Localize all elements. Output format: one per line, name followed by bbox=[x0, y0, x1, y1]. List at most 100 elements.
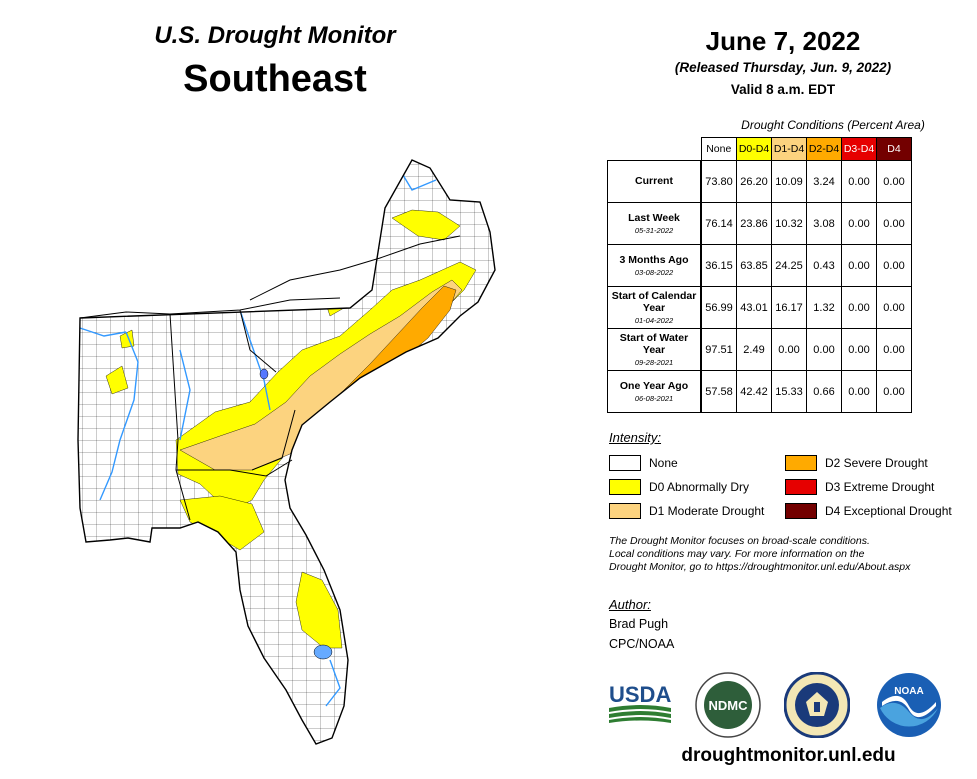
map-date: June 7, 2022 bbox=[705, 26, 861, 56]
cell: 15.33 bbox=[771, 370, 807, 413]
row-label: Start of Calendar Year 01-04-2022 bbox=[607, 286, 702, 329]
cell: 16.17 bbox=[771, 286, 807, 329]
table-row: 3 Months Ago 03-08-2022 36.15 63.85 24.25… bbox=[607, 244, 912, 287]
cell: 10.32 bbox=[771, 202, 807, 245]
cell: 2.49 bbox=[736, 328, 772, 371]
legend-label: D0 Abnormally Dry bbox=[649, 480, 750, 494]
col-d4: D4 bbox=[876, 137, 912, 161]
cell: 0.43 bbox=[806, 244, 842, 287]
d0-region-al bbox=[105, 365, 129, 395]
lake-lanier bbox=[259, 368, 269, 380]
author-label: Author: bbox=[609, 597, 651, 612]
table-row: Current 73.80 26.20 10.09 3.24 0.00 0.00 bbox=[607, 160, 912, 203]
d0-region-va bbox=[391, 209, 461, 241]
cell: 0.00 bbox=[841, 160, 877, 203]
cell: 0.00 bbox=[841, 286, 877, 329]
row-label: Start of Water Year 09-28-2021 bbox=[607, 328, 702, 371]
legend-item-none: None bbox=[609, 455, 678, 471]
col-d3-d4: D3-D4 bbox=[841, 137, 877, 161]
cell: 0.00 bbox=[876, 244, 912, 287]
col-d0-d4: D0-D4 bbox=[736, 137, 772, 161]
cell: 23.86 bbox=[736, 202, 772, 245]
legend-swatch bbox=[609, 503, 641, 519]
cell: 24.25 bbox=[771, 244, 807, 287]
cell: 57.58 bbox=[700, 370, 737, 413]
cell: 0.00 bbox=[841, 202, 877, 245]
legend-label: None bbox=[649, 456, 678, 470]
release-date: (Released Thursday, Jun. 9, 2022) bbox=[674, 60, 892, 75]
note-line: The Drought Monitor focuses on broad-sca… bbox=[609, 535, 870, 547]
cell: 73.80 bbox=[700, 160, 737, 203]
table-row: Start of Calendar Year 01-04-2022 56.99 4… bbox=[607, 286, 912, 329]
legend-swatch bbox=[785, 455, 817, 471]
cell: 0.00 bbox=[876, 202, 912, 245]
cell: 0.00 bbox=[841, 328, 877, 371]
southeast-drought-map bbox=[77, 159, 496, 745]
cell: 0.00 bbox=[876, 370, 912, 413]
cell: 26.20 bbox=[736, 160, 772, 203]
d0-region-fl-south bbox=[295, 571, 343, 649]
legend-swatch bbox=[785, 503, 817, 519]
table-header-row: None D0-D4 D1-D4 D2-D4 D3-D4 D4 bbox=[608, 137, 912, 161]
cell: 0.00 bbox=[876, 160, 912, 203]
author-org: CPC/NOAA bbox=[609, 637, 675, 651]
legend-swatch bbox=[609, 479, 641, 495]
state-fills bbox=[77, 159, 496, 745]
note-line[interactable]: Drought Monitor, go to https://droughtmo… bbox=[609, 561, 911, 573]
legend-title: Intensity: bbox=[609, 430, 662, 445]
cell: 1.32 bbox=[806, 286, 842, 329]
cell: 0.00 bbox=[806, 328, 842, 371]
map-region-title: Southeast bbox=[183, 58, 367, 100]
lake-okeechobee bbox=[313, 644, 333, 660]
row-label: 3 Months Ago 03-08-2022 bbox=[607, 244, 702, 287]
cell: 36.15 bbox=[700, 244, 737, 287]
cell: 3.24 bbox=[806, 160, 842, 203]
cell: 0.00 bbox=[841, 244, 877, 287]
legend-label: D1 Moderate Drought bbox=[649, 504, 765, 518]
col-d2-d4: D2-D4 bbox=[806, 137, 842, 161]
cell: 97.51 bbox=[700, 328, 737, 371]
cell: 76.14 bbox=[700, 202, 737, 245]
row-label: Current bbox=[607, 160, 702, 203]
site-url[interactable]: droughtmonitor.unl.edu bbox=[681, 745, 896, 766]
cell: 42.42 bbox=[736, 370, 772, 413]
row-label: Last Week 05-31-2022 bbox=[607, 202, 702, 245]
legend-label: D4 Exceptional Drought bbox=[825, 504, 952, 518]
usda-logo-text: USDA bbox=[609, 682, 671, 707]
cell: 0.66 bbox=[806, 370, 842, 413]
legend-item-d0: D0 Abnormally Dry bbox=[609, 479, 749, 495]
cell: 0.00 bbox=[876, 286, 912, 329]
legend-label: D2 Severe Drought bbox=[825, 456, 928, 470]
legend-item-d1: D1 Moderate Drought bbox=[609, 503, 764, 519]
doc-seal-logo[interactable] bbox=[784, 672, 850, 738]
cell: 63.85 bbox=[736, 244, 772, 287]
cell: 0.00 bbox=[841, 370, 877, 413]
table-row: Last Week 05-31-2022 76.14 23.86 10.32 3.… bbox=[607, 202, 912, 245]
legend-item-d4: D4 Exceptional Drought bbox=[785, 503, 952, 519]
cell: 3.08 bbox=[806, 202, 842, 245]
usda-logo[interactable]: USDA bbox=[609, 682, 673, 724]
legend-swatch bbox=[609, 455, 641, 471]
legend-item-d2: D2 Severe Drought bbox=[785, 455, 928, 471]
cell: 10.09 bbox=[771, 160, 807, 203]
author-name: Brad Pugh bbox=[609, 617, 669, 631]
map-series-title: U.S. Drought Monitor bbox=[154, 22, 396, 49]
d0-region-wv bbox=[265, 231, 299, 259]
note-line: Local conditions may vary. For more info… bbox=[609, 548, 865, 560]
col-none: None bbox=[700, 137, 737, 161]
disclaimer-note: The Drought Monitor focuses on broad-sca… bbox=[609, 535, 969, 574]
cell: 0.00 bbox=[876, 328, 912, 371]
table-row: One Year Ago 06-08-2021 57.58 42.42 15.33… bbox=[607, 370, 912, 413]
legend-item-d3: D3 Extreme Drought bbox=[785, 479, 934, 495]
legend-label: D3 Extreme Drought bbox=[825, 480, 935, 494]
legend-swatch bbox=[785, 479, 817, 495]
cell: 0.00 bbox=[771, 328, 807, 371]
valid-time: Valid 8 a.m. EDT bbox=[730, 82, 836, 97]
cell: 43.01 bbox=[736, 286, 772, 329]
drought-conditions-table: None D0-D4 D1-D4 D2-D4 D3-D4 D4 Current … bbox=[607, 137, 912, 413]
ndmc-logo[interactable]: NDMC bbox=[695, 672, 761, 738]
row-label: One Year Ago 06-08-2021 bbox=[607, 370, 702, 413]
noaa-logo[interactable]: NOAA bbox=[876, 672, 942, 738]
table-row: Start of Water Year 09-28-2021 97.51 2.49… bbox=[607, 328, 912, 371]
state-boundaries bbox=[79, 235, 461, 521]
